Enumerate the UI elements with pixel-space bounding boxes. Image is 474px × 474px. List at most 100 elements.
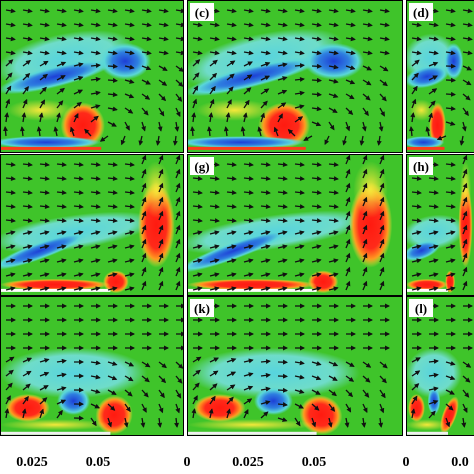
velocity-arrow	[209, 98, 215, 109]
velocity-arrow	[294, 244, 305, 250]
velocity-arrow	[39, 22, 50, 28]
velocity-arrow	[174, 417, 180, 428]
velocity-arrow	[260, 190, 271, 196]
panel-frame	[187, 296, 403, 436]
velocity-arrow	[120, 135, 126, 146]
velocity-arrow	[328, 361, 339, 367]
velocity-arrow	[243, 408, 249, 419]
velocity-arrow	[124, 93, 135, 99]
velocity-arrow	[22, 383, 31, 391]
velocity-arrow	[311, 218, 322, 224]
velocity-arrow	[428, 386, 439, 392]
velocity-arrow	[345, 79, 356, 85]
velocity-arrow	[428, 372, 439, 378]
velocity-arrow	[90, 218, 101, 224]
velocity-arrow	[379, 375, 387, 384]
velocity-arrow	[56, 386, 67, 392]
velocity-arrow	[243, 385, 254, 391]
velocity-arrow	[328, 403, 336, 412]
velocity-arrow	[411, 98, 417, 109]
velocity-arrow	[462, 22, 473, 28]
velocity-arrow	[107, 8, 118, 14]
velocity-arrow	[243, 372, 254, 377]
velocity-arrow	[73, 8, 84, 14]
velocity-arrow	[124, 162, 135, 168]
velocity-arrow	[209, 218, 220, 224]
velocity-arrow	[124, 36, 135, 42]
velocity-arrow	[243, 190, 254, 196]
velocity-arrow	[345, 93, 355, 100]
velocity-arrow	[462, 168, 468, 179]
velocity-arrow	[362, 50, 373, 56]
velocity-arrow	[462, 224, 468, 235]
velocity-arrow	[226, 60, 236, 67]
velocity-arrow	[311, 361, 322, 366]
velocity-arrow	[5, 8, 16, 14]
velocity-arrow	[379, 36, 390, 42]
velocity-arrow	[379, 210, 385, 221]
velocity-arrow	[175, 65, 184, 72]
plate-surface	[0, 146, 102, 150]
velocity-arrow	[445, 204, 456, 210]
velocity-arrow	[73, 162, 84, 168]
velocity-arrow	[39, 218, 50, 224]
panel-label: (k)	[190, 299, 214, 317]
velocity-arrow	[192, 244, 203, 250]
velocity-arrow	[39, 36, 50, 42]
velocity-arrow	[328, 286, 339, 292]
velocity-arrow	[345, 168, 351, 179]
velocity-arrow	[273, 126, 279, 137]
velocity-arrow	[209, 383, 218, 391]
velocity-arrow	[445, 244, 456, 250]
velocity-arrow	[226, 408, 231, 419]
velocity-arrow	[257, 126, 263, 137]
velocity-arrow	[243, 22, 254, 28]
velocity-arrow	[226, 99, 232, 109]
velocity-arrow	[226, 73, 235, 81]
velocity-arrow	[192, 230, 203, 236]
velocity-arrow	[209, 72, 218, 81]
velocity-arrow	[277, 113, 283, 123]
velocity-arrow	[362, 79, 372, 86]
velocity-arrow	[277, 50, 288, 56]
velocity-arrow	[294, 360, 305, 366]
negative-vortex-core	[57, 387, 91, 415]
velocity-arrow	[362, 266, 368, 277]
negative-vortex-core	[443, 42, 464, 80]
velocity-arrow	[69, 126, 75, 137]
velocity-arrow	[124, 403, 131, 413]
velocity-arrow	[311, 36, 322, 42]
velocity-arrow	[445, 121, 456, 126]
yellow-layer	[187, 419, 317, 431]
positive-vortex-secondary	[408, 394, 425, 422]
velocity-arrow	[345, 252, 351, 263]
velocity-arrow	[209, 22, 220, 28]
velocity-arrow	[243, 358, 254, 364]
velocity-arrow	[175, 375, 183, 384]
velocity-arrow	[107, 63, 118, 69]
velocity-arrow	[158, 224, 164, 235]
velocity-arrow	[192, 286, 203, 292]
velocity-arrow	[294, 190, 305, 196]
velocity-arrow	[124, 8, 135, 14]
velocity-arrow	[158, 154, 164, 165]
velocity-arrow	[379, 22, 390, 28]
velocity-arrow	[209, 204, 220, 210]
velocity-arrow	[226, 286, 237, 292]
velocity-arrow	[410, 408, 416, 419]
velocity-arrow	[294, 417, 301, 427]
velocity-arrow	[39, 371, 50, 377]
panel-frame	[0, 0, 184, 153]
velocity-arrow	[379, 79, 388, 87]
velocity-arrow	[411, 244, 422, 250]
plate-boundary-layer	[0, 278, 111, 291]
velocity-arrow	[158, 389, 165, 399]
velocity-arrow	[90, 258, 101, 264]
velocity-arrow	[39, 204, 50, 210]
velocity-arrow	[277, 258, 288, 264]
panel-letter: (h)	[413, 159, 429, 174]
velocity-arrow	[39, 8, 50, 14]
velocity-arrow	[226, 258, 237, 264]
velocity-arrow	[260, 400, 271, 406]
velocity-arrow	[277, 402, 288, 408]
